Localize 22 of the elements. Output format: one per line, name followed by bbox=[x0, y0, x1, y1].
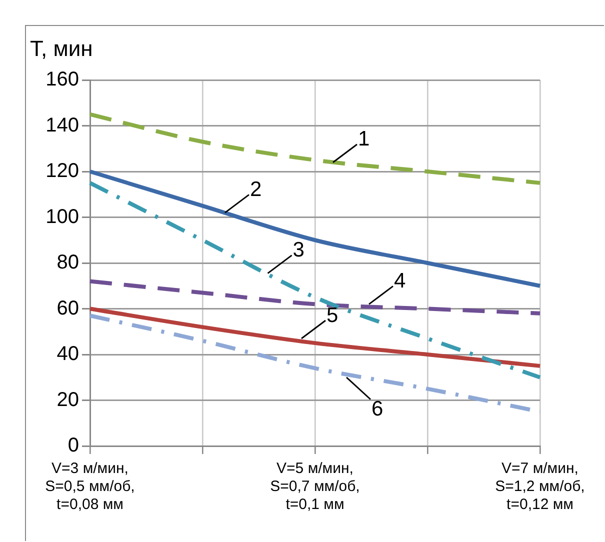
line-series bbox=[88, 170, 542, 288]
y-tick-label: 20 bbox=[56, 388, 79, 411]
annotation: 6 bbox=[372, 398, 384, 421]
x-tick-label: V=5 м/мин, S=0,7 мм/об, t=0,1 мм bbox=[270, 460, 360, 514]
annotation: 5 bbox=[326, 304, 338, 327]
x-tick-label: V=7 м/мин, S=1,2 мм/об, t=0,12 мм bbox=[495, 460, 585, 514]
annotation: 2 bbox=[250, 178, 262, 201]
x-tick-label: V=3 м/мин, S=0,5 мм/об, t=0,08 мм bbox=[45, 460, 135, 514]
y-tick-label: 120 bbox=[46, 160, 79, 182]
y-tick-label: 160 bbox=[46, 68, 79, 91]
y-tick-label: 140 bbox=[46, 114, 79, 136]
y-tick-label: 60 bbox=[56, 297, 79, 320]
y-tick-label: 0 bbox=[68, 434, 79, 457]
y-tick-label: 80 bbox=[56, 252, 79, 274]
annotation: 4 bbox=[394, 269, 406, 292]
y-tick-label: 100 bbox=[46, 206, 79, 228]
annotation: 3 bbox=[292, 238, 304, 262]
y-tick-label: 40 bbox=[56, 343, 79, 366]
line-series bbox=[88, 180, 542, 380]
y-axis-title: T, мин bbox=[30, 36, 93, 62]
line-series bbox=[88, 306, 542, 368]
annotation: 1 bbox=[358, 128, 370, 151]
